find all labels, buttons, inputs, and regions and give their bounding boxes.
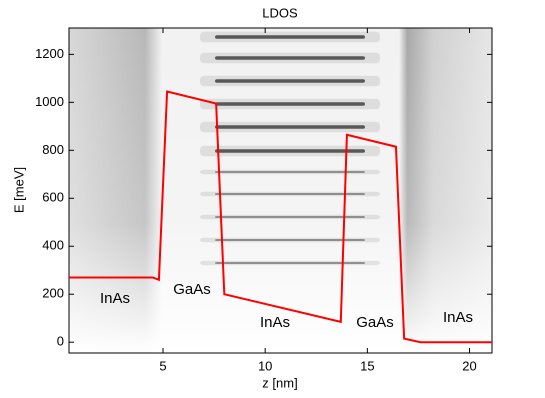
- region-label: GaAs: [173, 281, 211, 298]
- x-tick-label: 5: [159, 358, 166, 373]
- ldos-band: [215, 56, 365, 60]
- ldos-band: [215, 262, 365, 264]
- ldos-band-halo: [200, 121, 380, 133]
- axes-box: [68, 27, 493, 354]
- region-label: InAs: [100, 290, 130, 307]
- ldos-band-halo: [200, 31, 380, 43]
- ldos-band-halo: [200, 214, 380, 220]
- ldos-band-halo: [200, 98, 380, 110]
- ldos-band-halo: [200, 191, 380, 197]
- ldos-band: [215, 102, 365, 106]
- ldos-band-halo: [200, 145, 380, 157]
- ldos-band-halo: [200, 169, 380, 175]
- x-tick-label: 20: [462, 358, 476, 373]
- y-tick-label: 400: [42, 238, 64, 253]
- ldos-band: [215, 35, 365, 39]
- ldos-band: [215, 125, 365, 129]
- ldos-band-halo: [200, 237, 380, 243]
- x-tick-label: 15: [360, 358, 374, 373]
- ldos-bands: [200, 31, 380, 266]
- x-tick-label: 10: [258, 358, 272, 373]
- y-tick-label: 1200: [35, 46, 64, 61]
- y-axis-label: E [meV]: [11, 167, 26, 213]
- region-label: InAs: [260, 314, 290, 331]
- x-axis-label: z [nm]: [262, 375, 297, 390]
- y-tick-label: 800: [42, 142, 64, 157]
- ldos-band: [215, 216, 365, 218]
- ldos-band-halo: [200, 75, 380, 87]
- y-tick-label: 1000: [35, 94, 64, 109]
- y-tick-label: 0: [57, 334, 64, 349]
- ldos-band-halo: [200, 260, 380, 266]
- ldos-band: [215, 193, 365, 195]
- region-label: InAs: [443, 309, 473, 326]
- y-tick-label: 600: [42, 190, 64, 205]
- region-label: GaAs: [356, 314, 394, 331]
- ldos-band: [215, 149, 365, 153]
- ldos-band: [215, 79, 365, 83]
- ldos-band-halo: [200, 52, 380, 64]
- ldos-band: [215, 239, 365, 241]
- y-tick-label: 200: [42, 286, 64, 301]
- chart-title: LDOS: [262, 5, 298, 20]
- ldos-band: [215, 171, 365, 173]
- profile-line: [69, 90, 492, 344]
- plot-area: [69, 28, 492, 353]
